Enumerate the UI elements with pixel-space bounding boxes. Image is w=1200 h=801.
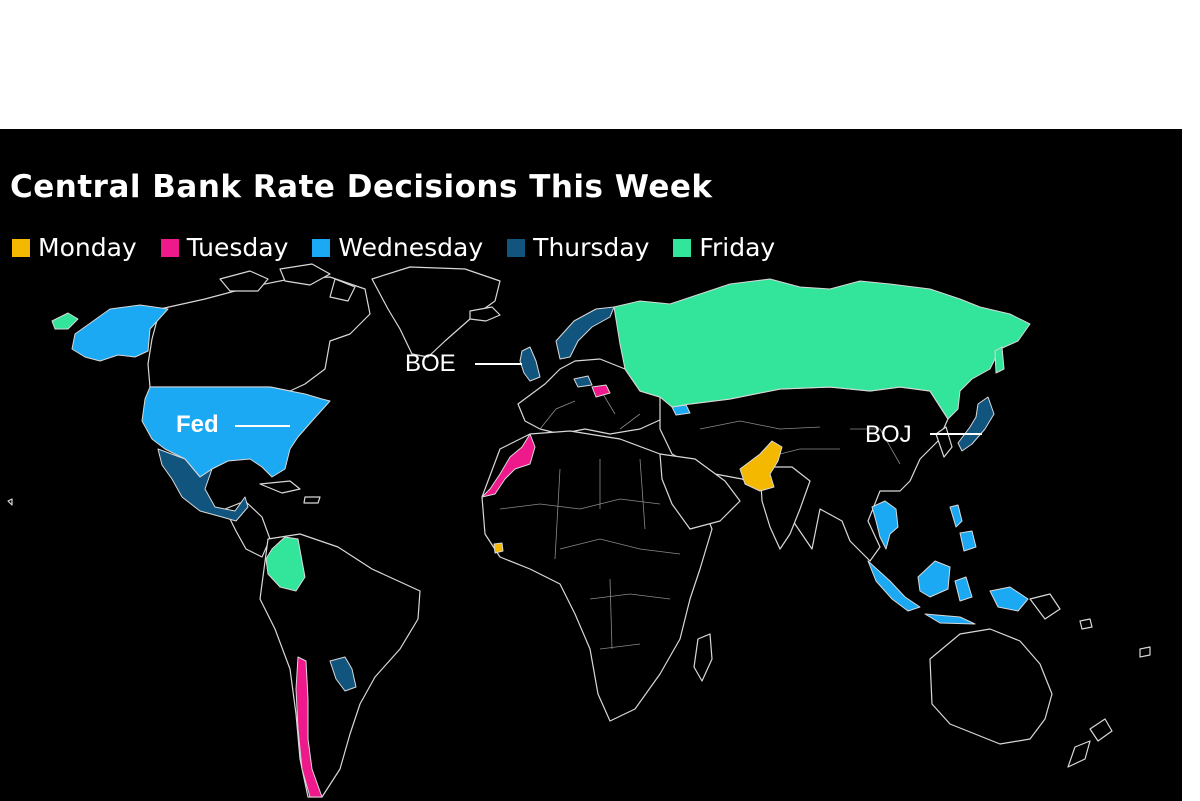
region-alaska <box>71 304 169 362</box>
land-caribbean <box>259 480 321 504</box>
legend-item-tuesday: Tuesday <box>160 233 289 262</box>
legend-label-tuesday: Tuesday <box>186 233 289 262</box>
legend-swatch-tuesday <box>160 238 179 257</box>
land-central-america <box>224 500 271 558</box>
chart-title: Central Bank Rate Decisions This Week <box>10 169 713 205</box>
region-united-states <box>141 386 331 478</box>
region-japan <box>957 396 995 452</box>
region-pakistan <box>739 440 783 492</box>
land-greenland <box>371 266 501 358</box>
land-arctic-islands <box>219 263 356 302</box>
legend-item-wednesday: Wednesday <box>312 233 483 262</box>
land-iceland <box>469 306 501 322</box>
world-map: BOE Fed BOJ <box>7 263 1151 798</box>
land-australia <box>929 628 1053 745</box>
legend-swatch-wednesday <box>312 238 331 257</box>
land-aleutians <box>7 498 13 506</box>
annotations: BOE Fed BOJ <box>176 350 982 448</box>
legend-swatch-thursday <box>507 238 526 257</box>
chart-panel: BOE Fed BOJ Central Bank Rate Decisions … <box>0 129 1182 801</box>
region-paraguay <box>329 656 357 692</box>
region-chile <box>295 656 323 798</box>
region-indonesia <box>867 560 1029 625</box>
region-russia-chukotka <box>51 312 79 330</box>
legend-item-thursday: Thursday <box>507 233 649 262</box>
land-arabia <box>659 453 741 530</box>
colored-countries <box>51 278 1031 798</box>
region-united-kingdom <box>519 346 541 382</box>
annotation-boj: BOJ <box>865 421 912 448</box>
region-sierra-leone <box>493 542 504 554</box>
land-madagascar <box>693 633 713 682</box>
region-norway <box>555 306 615 360</box>
region-colombia <box>265 536 306 592</box>
region-russia-islands <box>994 346 1005 374</box>
legend-label-wednesday: Wednesday <box>338 233 484 262</box>
region-mexico <box>157 448 249 522</box>
legend-item-monday: Monday <box>12 233 137 262</box>
land-new-guinea-east <box>1029 593 1061 620</box>
region-hungary <box>591 384 611 398</box>
land-pacific-islands <box>1079 618 1151 658</box>
legend-item-friday: Friday <box>673 233 775 262</box>
legend-swatch-monday <box>12 238 30 257</box>
legend-label-friday: Friday <box>699 233 776 262</box>
region-russia <box>613 278 1031 420</box>
legend-label-thursday: Thursday <box>533 233 650 262</box>
land-canada <box>147 276 371 392</box>
region-thailand <box>871 500 899 550</box>
land-new-zealand <box>1067 718 1113 768</box>
legend-swatch-friday <box>673 238 692 257</box>
region-czech <box>573 375 593 388</box>
annotation-fed: Fed <box>176 411 219 438</box>
legend-label-monday: Monday <box>38 233 137 262</box>
region-philippines <box>949 504 977 552</box>
legend: Monday Tuesday Wednesday Thursday Friday <box>12 233 775 262</box>
annotation-boe: BOE <box>405 350 456 377</box>
region-morocco <box>481 433 536 498</box>
